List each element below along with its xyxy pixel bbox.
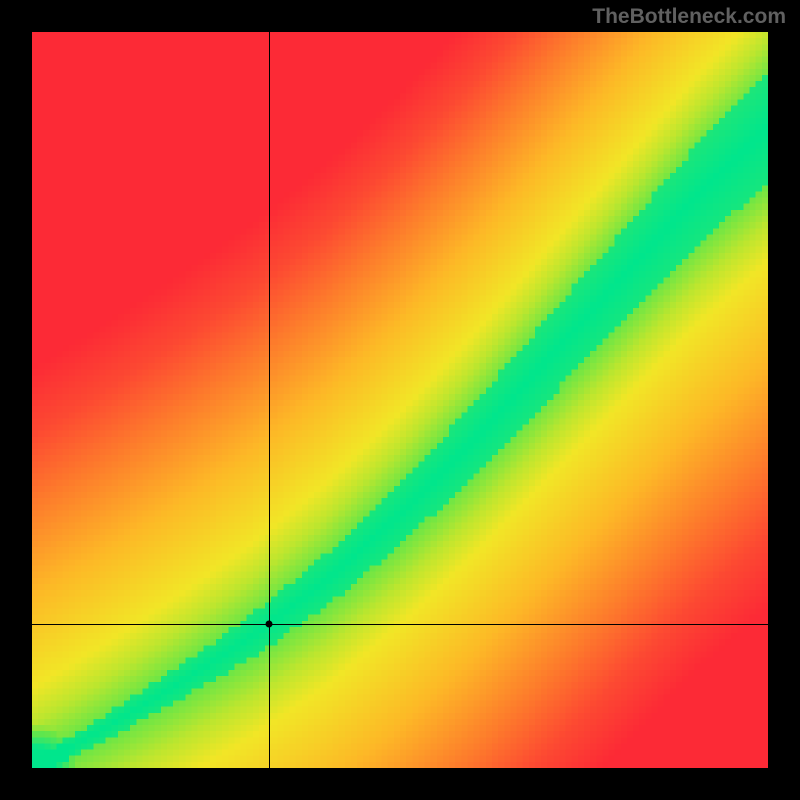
crosshair-horizontal	[32, 624, 768, 625]
heatmap-plot	[32, 32, 768, 768]
selected-point-marker	[265, 620, 272, 627]
watermark-text: TheBottleneck.com	[592, 5, 786, 29]
crosshair-vertical	[269, 32, 270, 768]
heatmap-canvas	[32, 32, 768, 768]
